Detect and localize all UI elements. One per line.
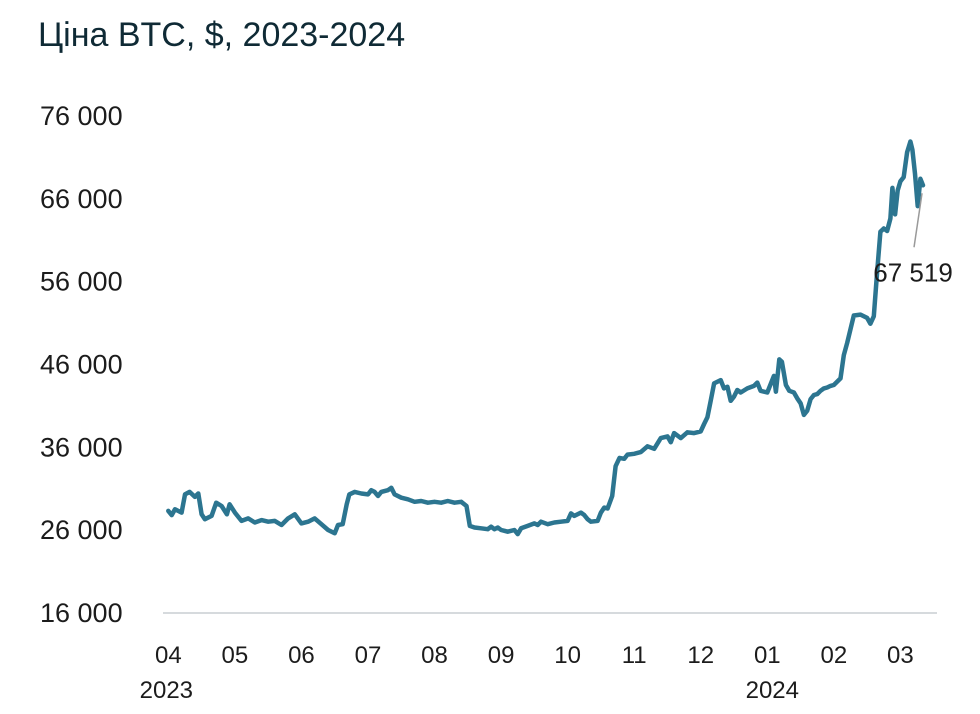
y-tick-label: 16 000 [40, 598, 123, 628]
annotation-last-value: 67 519 [873, 257, 953, 287]
x-tick-year-label: 2023 [140, 677, 193, 704]
chart-title: Ціна BTC, $, 2023-2024 [38, 16, 406, 54]
y-tick-label: 36 000 [40, 432, 123, 462]
y-axis-ticks: 16 000 26 000 36 000 46 000 56 000 66 000 76 0… [40, 101, 123, 628]
y-tick-label: 26 000 [40, 515, 123, 545]
x-tick-label: 10 [554, 642, 581, 669]
x-tick-label: 05 [222, 642, 249, 669]
series-line-btc [166, 139, 926, 537]
x-tick-label: 08 [421, 642, 448, 669]
x-tick-year-label: 2024 [746, 677, 799, 704]
x-tick-label: 04 [155, 642, 182, 669]
x-tick-label: 11 [622, 642, 647, 669]
y-tick-label: 66 000 [40, 184, 123, 214]
y-tick-label: 76 000 [40, 101, 123, 131]
x-tick-label: 06 [288, 642, 315, 669]
x-axis-ticks: 04 2023 05 06 07 08 09 10 11 12 01 2024 02 03 [140, 642, 914, 704]
x-tick-label: 12 [687, 642, 714, 669]
x-tick-label: 03 [887, 642, 914, 669]
y-tick-label: 46 000 [40, 350, 123, 380]
x-tick-label: 09 [488, 642, 515, 669]
x-tick-label: 07 [355, 642, 382, 669]
x-tick-label: 01 [754, 642, 781, 669]
y-tick-label: 56 000 [40, 267, 123, 297]
annotation-leader-line [913, 193, 923, 248]
x-tick-label: 02 [820, 642, 847, 669]
